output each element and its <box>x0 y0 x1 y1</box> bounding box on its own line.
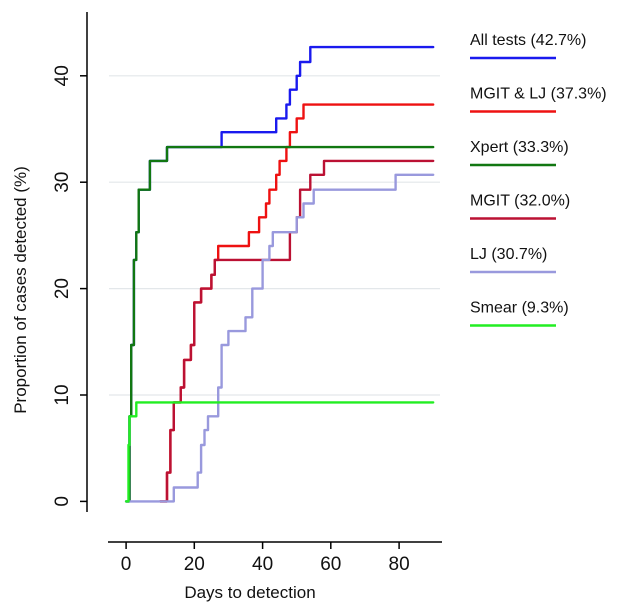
legend-label-4: LJ (30.7%) <box>470 246 547 263</box>
series-lines <box>124 45 435 503</box>
y-tick-label-0: 0 <box>52 496 73 507</box>
y-tick-label-30: 30 <box>52 172 73 193</box>
legend-label-2: Xpert (33.3%) <box>470 139 569 156</box>
series-line-5 <box>124 401 435 503</box>
series-line-0 <box>124 45 435 503</box>
tick-marks: 0 10 20 30 40 0 20 40 60 80 <box>52 65 410 575</box>
x-tick-label-0: 0 <box>121 554 132 575</box>
x-tick-label-60: 60 <box>320 554 341 575</box>
y-tick-label-10: 10 <box>52 384 73 405</box>
y-axis-title: Proportion of cases detected (%) <box>11 166 30 414</box>
legend-label-3: MGIT (32.0%) <box>470 193 570 210</box>
grid-lines <box>109 75 440 396</box>
x-tick-label-20: 20 <box>184 554 205 575</box>
x-axis-title: Days to detection <box>184 583 315 602</box>
legend: All tests (42.7%) MGIT & LJ (37.3%) Xpert … <box>470 32 607 327</box>
x-tick-label-40: 40 <box>252 554 273 575</box>
legend-label-5: Smear (9.3%) <box>470 300 569 317</box>
series-line-2 <box>124 145 435 503</box>
legend-label-0: All tests (42.7%) <box>470 32 586 49</box>
axes <box>86 12 442 543</box>
legend-label-1: MGIT & LJ (37.3%) <box>470 86 607 103</box>
y-tick-label-20: 20 <box>52 278 73 299</box>
x-tick-label-80: 80 <box>389 554 410 575</box>
y-tick-label-40: 40 <box>52 65 73 86</box>
series-line-4 <box>124 173 435 503</box>
